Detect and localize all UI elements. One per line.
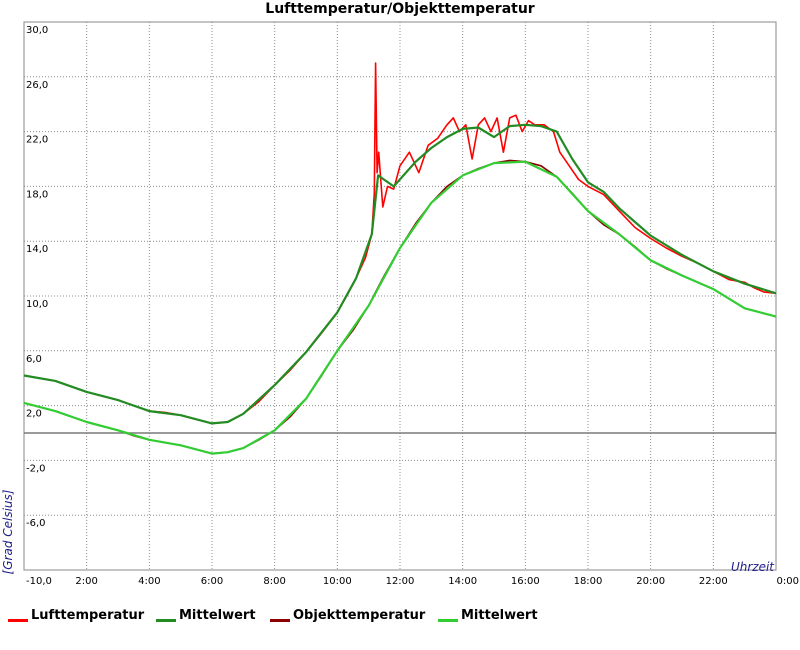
y-tick-label: -10,0	[26, 576, 52, 587]
legend-label: Objekttemperatur	[293, 608, 426, 623]
y-tick-label: 2,0	[26, 409, 42, 420]
y-tick-label: 6,0	[26, 354, 42, 365]
x-tick-label: 20:00	[636, 576, 665, 587]
y-tick-label: 26,0	[26, 80, 48, 91]
x-tick-label: 8:00	[263, 576, 285, 587]
x-tick-label: 14:00	[448, 576, 477, 587]
y-tick-label: 30,0	[26, 25, 48, 36]
series-lines	[23, 62, 777, 455]
y-tick-label: 22,0	[26, 135, 48, 146]
y-tick-label: 18,0	[26, 189, 48, 200]
y-axis-label: [Grad Celsius]	[1, 489, 15, 574]
x-tick-label: 4:00	[138, 576, 160, 587]
x-tick-label: 22:00	[699, 576, 728, 587]
x-tick-label: 2:00	[75, 576, 97, 587]
series-line-2	[23, 123, 777, 425]
legend-swatch	[156, 619, 176, 622]
x-tick-label: 0:00	[777, 576, 799, 587]
legend-swatch	[8, 619, 28, 622]
legend-label: Mittelwert	[179, 608, 256, 623]
x-axis-label: Uhrzeit	[731, 560, 775, 574]
x-tick-label: 12:00	[386, 576, 415, 587]
legend: Lufttemperatur Mittelwert Objekttemperatur…	[8, 606, 798, 626]
y-tick-label: 14,0	[26, 244, 48, 255]
x-tick-labels: 2:00 4:00 6:00 8:00 10:00 12:00 14:00 16:00 18:0…	[75, 576, 799, 587]
x-tick-label: 18:00	[574, 576, 603, 587]
y-tick-label: -2,0	[26, 463, 46, 474]
series-line-4	[23, 160, 777, 455]
legend-label: Mittelwert	[461, 608, 538, 623]
y-tick-label: -6,0	[26, 518, 46, 529]
x-tick-label: 6:00	[201, 576, 223, 587]
y-tick-label: 10,0	[26, 299, 48, 310]
legend-label: Lufttemperatur	[31, 608, 145, 623]
legend-swatch	[270, 619, 290, 622]
x-tick-label: 16:00	[511, 576, 540, 587]
x-tick-label: 10:00	[323, 576, 352, 587]
chart-title: Lufttemperatur/Objekttemperatur	[265, 1, 535, 17]
legend-swatch	[438, 619, 458, 622]
grid-lines	[24, 22, 776, 570]
y-tick-labels: 30,0 26,0 22,0 18,0 14,0 10,0 6,0 2,0 -2,0 -6,0 -1…	[26, 25, 52, 587]
